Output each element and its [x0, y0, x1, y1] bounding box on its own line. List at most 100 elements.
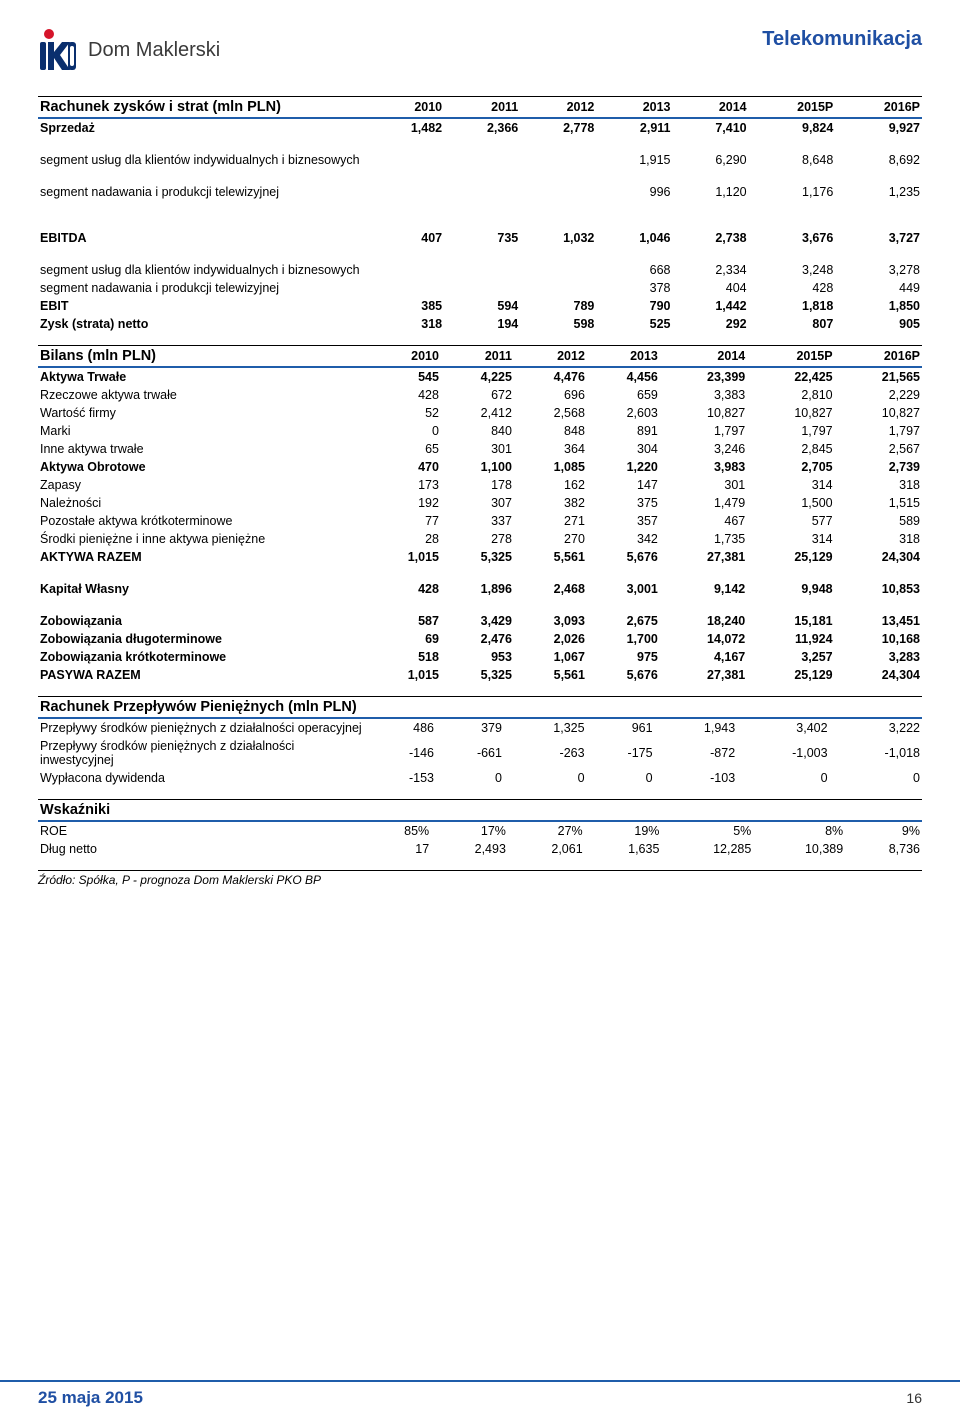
table-row: segment nadawania i produkcji telewizyjn…: [38, 279, 922, 297]
cell-value: 23,399: [660, 367, 747, 386]
table-row: Wypłacona dywidenda-153000-10300: [38, 769, 922, 787]
row-label: segment nadawania i produkcji telewizyjn…: [38, 279, 368, 297]
cell-value: -872: [655, 737, 738, 769]
row-label: Zysk (strata) netto: [38, 315, 368, 333]
cashflow-table: Rachunek Przepływów Pieniężnych (mln PLN…: [38, 696, 922, 787]
table-row: Marki08408488911,7971,7971,797: [38, 422, 922, 440]
cell-value: -1,003: [737, 737, 829, 769]
cell-value: 1,700: [587, 630, 660, 648]
cell-value: 85%: [368, 821, 431, 840]
page-header: Dom Maklerski Telekomunikacja: [38, 28, 922, 72]
cell-value: 11,924: [747, 630, 834, 648]
row-label: Środki pieniężne i inne aktywa pieniężne: [38, 530, 368, 548]
cell-value: 2,911: [596, 118, 672, 137]
cell-value: 10,389: [753, 840, 845, 858]
table-row: Zobowiązania długoterminowe692,4762,0261…: [38, 630, 922, 648]
row-label: Wartość firmy: [38, 404, 368, 422]
cell-value: 2,705: [747, 458, 834, 476]
cell-value: 4,456: [587, 367, 660, 386]
table-header-row: Rachunek zysków i strat (mln PLN) 2010 2…: [38, 97, 922, 119]
table-row: Dług netto172,4932,0611,63512,28510,3898…: [38, 840, 922, 858]
cell-value: -146: [368, 737, 436, 769]
cell-value: 953: [441, 648, 514, 666]
cell-value: 1,325: [504, 718, 587, 737]
cell-value: 7,410: [673, 118, 749, 137]
cell-value: 1,515: [835, 494, 922, 512]
cell-value: 3,278: [835, 261, 922, 279]
cell-value: 3,248: [749, 261, 836, 279]
cell-value: 0: [587, 769, 655, 787]
row-label: Dług netto: [38, 840, 368, 858]
row-label: Pozostałe aktywa krótkoterminowe: [38, 512, 368, 530]
table-row: Zobowiązania5873,4293,0932,67518,24015,1…: [38, 612, 922, 630]
cell-value: 5%: [661, 821, 753, 840]
cell-value: 27%: [508, 821, 585, 840]
cell-value: 8,648: [749, 151, 836, 169]
cell-value: 1,500: [747, 494, 834, 512]
cell-value: 337: [441, 512, 514, 530]
cell-value: 790: [596, 297, 672, 315]
cell-value: 449: [835, 279, 922, 297]
cell-value: 2,468: [514, 580, 587, 598]
cell-value: 8,692: [835, 151, 922, 169]
cell-value: 5,561: [514, 666, 587, 684]
cell-value: 735: [444, 229, 520, 247]
cell-value: 1,067: [514, 648, 587, 666]
cell-value: 1,015: [368, 666, 441, 684]
cell-value: 696: [514, 386, 587, 404]
source-note: Źródło: Spółka, P - prognoza Dom Maklers…: [38, 870, 922, 889]
cell-value: 8%: [753, 821, 845, 840]
cell-value: 278: [441, 530, 514, 548]
row-label: Przepływy środków pieniężnych z działaln…: [38, 737, 368, 769]
cell-value: 18,240: [660, 612, 747, 630]
cell-value: 1,479: [660, 494, 747, 512]
row-label: Należności: [38, 494, 368, 512]
cell-value: 9,824: [749, 118, 836, 137]
cell-value: 5,325: [441, 548, 514, 566]
cell-value: 2,366: [444, 118, 520, 137]
table-row: segment nadawania i produkcji telewizyjn…: [38, 183, 922, 201]
cell-value: [368, 279, 444, 297]
cell-value: 587: [368, 612, 441, 630]
cell-value: 2,738: [673, 229, 749, 247]
cell-value: 304: [587, 440, 660, 458]
table-row: [38, 566, 922, 580]
row-label: Przepływy środków pieniężnych z działaln…: [38, 718, 368, 737]
cell-value: 577: [747, 512, 834, 530]
row-label: Inne aktywa trwałe: [38, 440, 368, 458]
cell-value: 4,225: [441, 367, 514, 386]
table-row: Przepływy środków pieniężnych z działaln…: [38, 718, 922, 737]
cell-value: 1,032: [520, 229, 596, 247]
row-label: AKTYWA RAZEM: [38, 548, 368, 566]
cell-value: 10,168: [835, 630, 922, 648]
cell-value: 1,635: [585, 840, 662, 858]
cell-value: 17: [368, 840, 431, 858]
brand-name: Dom Maklerski: [88, 39, 220, 62]
cell-value: 17%: [431, 821, 508, 840]
cell-value: 6,290: [673, 151, 749, 169]
cell-value: 1,482: [368, 118, 444, 137]
cell-value: 1,085: [514, 458, 587, 476]
cell-value: 318: [835, 476, 922, 494]
footer-page-number: 16: [906, 1390, 922, 1406]
cell-value: 3,727: [835, 229, 922, 247]
cell-value: 5,676: [587, 666, 660, 684]
row-label: segment nadawania i produkcji telewizyjn…: [38, 183, 368, 201]
table-row: EBIT3855947897901,4421,8181,850: [38, 297, 922, 315]
row-label: Zobowiązania: [38, 612, 368, 630]
page-content: Dom Maklerski Telekomunikacja Rachunek z…: [0, 0, 960, 969]
cell-value: 3,222: [830, 718, 922, 737]
cell-value: 4,476: [514, 367, 587, 386]
cell-value: 407: [368, 229, 444, 247]
table-header-row: Wskaźniki: [38, 800, 922, 822]
cell-value: 1,176: [749, 183, 836, 201]
cell-value: 486: [368, 718, 436, 737]
cell-value: [520, 151, 596, 169]
cell-value: 891: [587, 422, 660, 440]
cell-value: 10,853: [835, 580, 922, 598]
income-statement-table: Rachunek zysków i strat (mln PLN) 2010 2…: [38, 96, 922, 333]
cell-value: 65: [368, 440, 441, 458]
cell-value: 69: [368, 630, 441, 648]
row-label: Kapitał Własny: [38, 580, 368, 598]
cell-value: 598: [520, 315, 596, 333]
